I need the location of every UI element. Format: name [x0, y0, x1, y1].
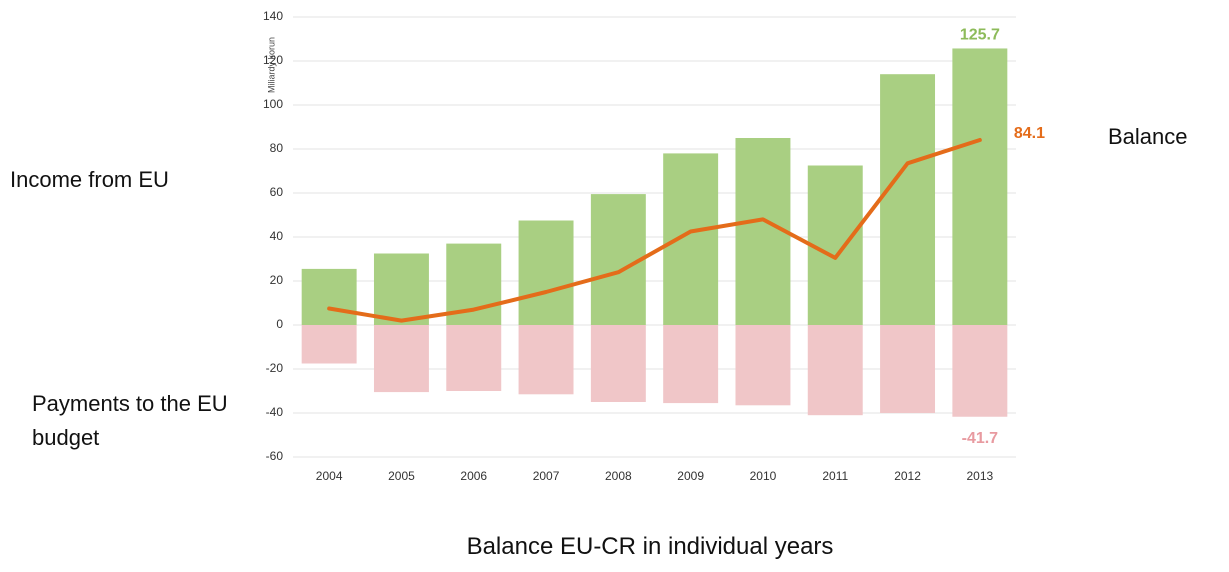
bar: [590, 325, 646, 402]
bar: [735, 325, 791, 406]
data-label: 125.7: [960, 27, 1000, 44]
bar: [518, 325, 574, 395]
bar: [807, 325, 863, 416]
y-tick-label: 100: [263, 97, 283, 111]
line: [327, 137, 982, 323]
bar: [880, 325, 936, 413]
x-tick-label: 2009: [677, 469, 704, 483]
y-tick-label: -60: [266, 449, 284, 463]
bar: [952, 48, 1008, 326]
bar: [590, 194, 646, 325]
x-tick-label: 2005: [388, 469, 415, 483]
x-tick-label: 2012: [894, 469, 921, 483]
bar: [446, 325, 502, 391]
x-tick-label: 2004: [316, 469, 343, 483]
data-label: -41.7: [962, 430, 999, 447]
series-label: Income from EU: [10, 167, 169, 192]
bar: [735, 138, 791, 325]
y-tick-label: -20: [266, 361, 284, 375]
y-tick-label: 80: [270, 141, 284, 155]
y-tick-label: -40: [266, 405, 284, 419]
bar: [807, 165, 863, 325]
bar: [518, 220, 574, 325]
bar: [301, 325, 357, 364]
y-tick-label: 60: [270, 185, 284, 199]
y-axis-label: Miliardy korun: [266, 37, 276, 93]
bar: [301, 268, 357, 325]
series-label: Payments to the EU budget: [32, 391, 228, 450]
x-tick-label: 2011: [822, 469, 848, 483]
x-tick-label: 2013: [966, 469, 993, 483]
bar: [663, 153, 719, 325]
y-tick-label: 20: [270, 273, 284, 287]
x-tick-label: 2006: [460, 469, 487, 483]
bar: [952, 325, 1008, 417]
series-label: Balance: [1108, 124, 1188, 149]
bar: [663, 325, 719, 404]
x-tick-label: 2010: [750, 469, 777, 483]
bar: [373, 253, 429, 325]
y-tick-label: 120: [263, 53, 283, 67]
x-tick-label: 2007: [533, 469, 560, 483]
y-tick-label: 0: [276, 317, 283, 331]
bar: [373, 325, 429, 393]
y-tick-label: 40: [270, 229, 284, 243]
chart-title: Balance EU-CR in individual years: [466, 533, 834, 560]
data-label: 84.1: [1014, 125, 1045, 142]
y-tick-label: 140: [263, 9, 283, 23]
bar: [880, 74, 936, 325]
x-tick-label: 2008: [605, 469, 632, 483]
